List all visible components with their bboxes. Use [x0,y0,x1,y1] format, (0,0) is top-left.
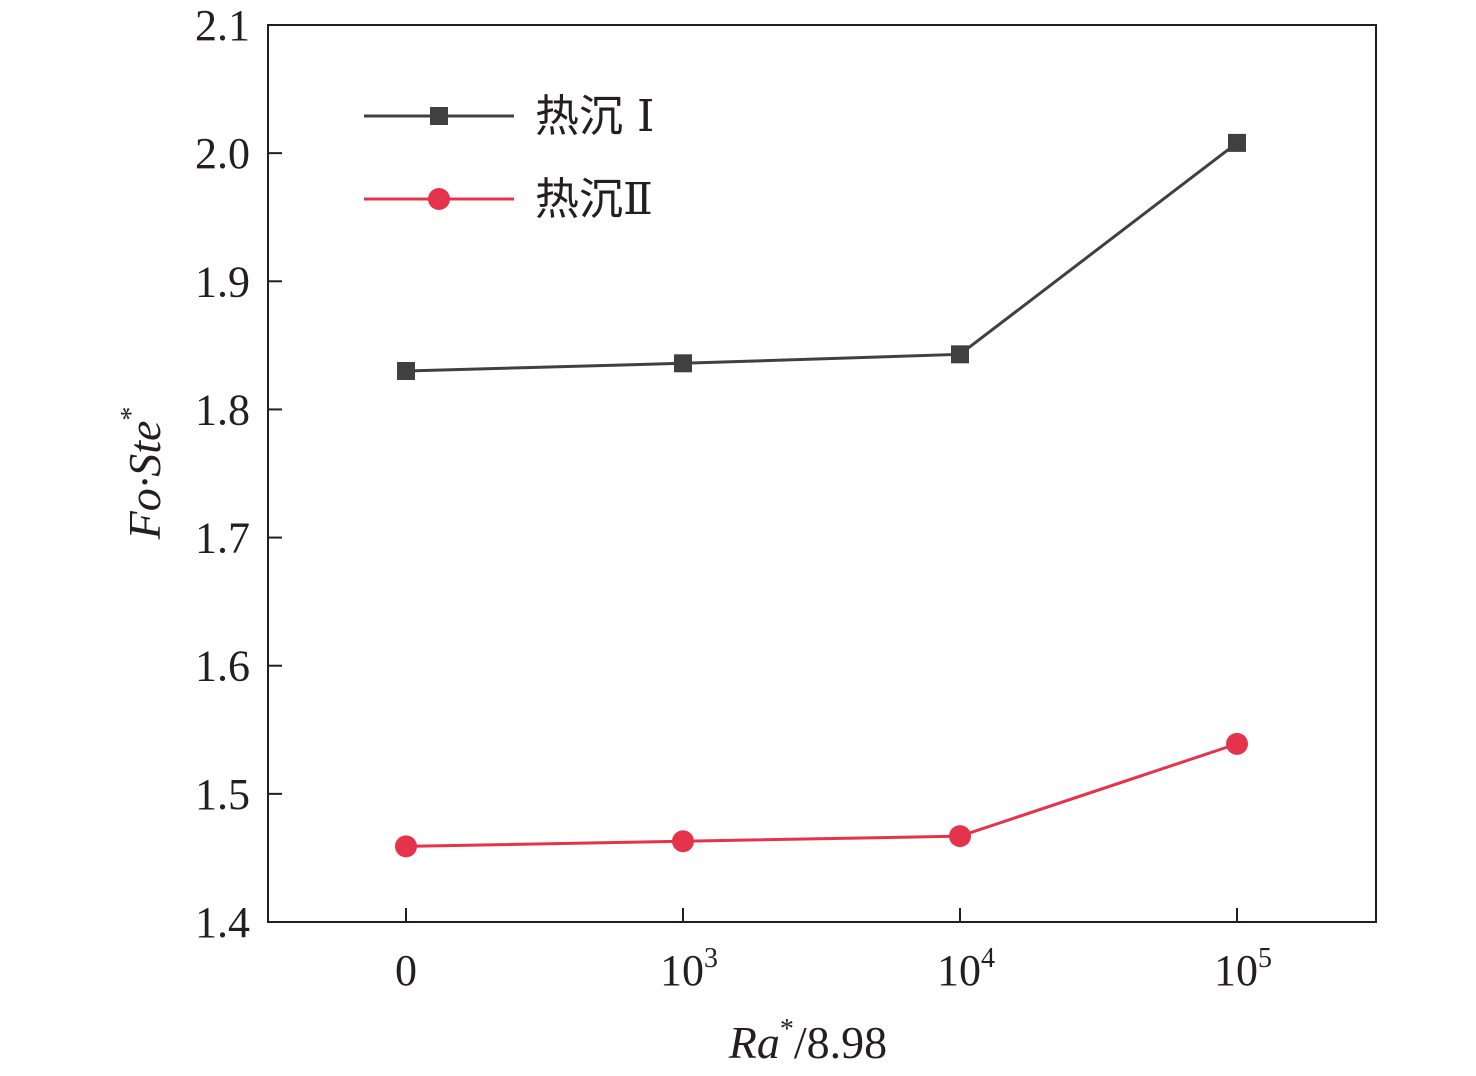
y-tick-label: 1.5 [195,770,250,819]
series-2-point-2 [672,830,694,853]
series-layer [395,133,1248,858]
series-line-1 [405,141,1238,373]
series-2-point-3 [949,825,971,848]
x-tick-label: 105 [1214,943,1272,995]
x-tick-label-exp: 3 [704,943,718,974]
y-axis-title-main: Fo·Ste [119,421,170,541]
y-tick-label: 1.8 [195,385,250,434]
x-axis-title-sup: * [780,1014,794,1045]
series-1-point-3 [951,345,969,364]
series-1-point-2 [674,354,692,373]
legend-marker-2 [428,188,450,210]
y-tick-label: 1.9 [195,257,250,306]
x-axis-title-main: Ra [728,1017,780,1068]
y-tick-label: 1.7 [195,514,250,563]
x-tick-label-exp: 4 [981,943,995,974]
series-1-point-1 [397,361,415,380]
y-tick-label: 1.4 [195,898,250,947]
x-tick-label-base: 10 [937,946,981,995]
legend-label-2: 热沉Ⅱ [535,174,653,225]
y-tick-label: 2.0 [195,129,250,178]
x-tick-label: 104 [937,943,995,995]
x-tick-label: 103 [660,943,718,995]
x-tick-label-exp: 5 [1258,943,1272,974]
series-1-point-4 [1228,133,1246,152]
x-tick-label: 0 [395,946,417,995]
y-axis-title: Fo·Ste* [116,407,170,541]
x-axis-title-rest: /8.98 [794,1017,887,1068]
y-tick-label: 2.1 [195,1,250,50]
series-line-2 [405,742,1238,848]
x-tick-label-base: 10 [1214,946,1258,995]
series-2-point-4 [1226,732,1248,755]
legend: 热沉 I 热沉Ⅱ [364,91,654,225]
legend-label-1: 热沉 I [535,91,654,142]
x-tick-label-base: 10 [660,946,704,995]
y-axis-ticks: 1.4 1.5 1.6 1.7 1.8 1.9 2.0 2.1 [195,1,282,947]
x-axis-ticks: 0 103 104 105 [395,908,1272,995]
x-tick-label-base: 0 [395,946,417,995]
plot-frame [267,24,1377,923]
y-axis-title-sup: * [116,407,147,421]
y-tick-label: 1.6 [195,642,250,691]
legend-marker-1 [430,107,448,125]
series-2-point-1 [395,835,417,858]
x-axis-title: Ra*/8.98 [728,1014,887,1068]
